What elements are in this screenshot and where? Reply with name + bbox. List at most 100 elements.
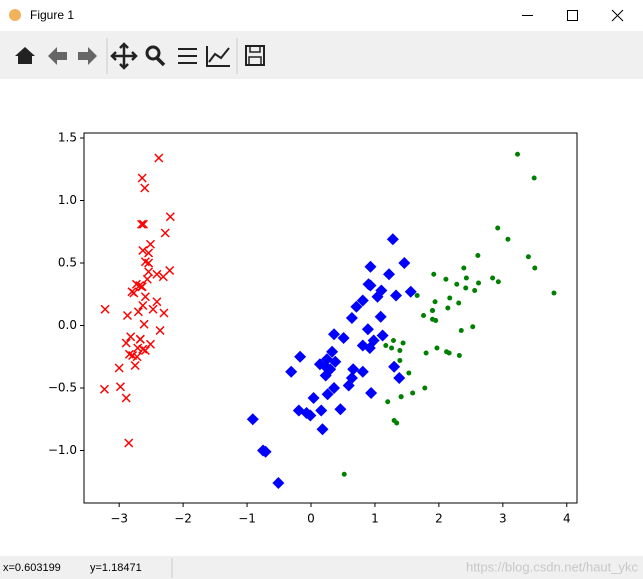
point xyxy=(159,308,169,318)
point xyxy=(139,319,149,329)
point xyxy=(434,345,440,351)
point xyxy=(385,399,391,405)
point xyxy=(475,253,481,258)
point xyxy=(145,239,156,249)
y-tick-label: −1.0 xyxy=(48,443,77,457)
point xyxy=(324,363,337,376)
window-title: Figure 1 xyxy=(30,8,74,22)
point xyxy=(342,379,355,392)
point xyxy=(551,290,557,296)
status-bar xyxy=(0,556,643,579)
point xyxy=(490,275,496,281)
point xyxy=(148,304,158,314)
point xyxy=(362,278,375,291)
point xyxy=(341,471,347,477)
point xyxy=(404,285,417,298)
save-button[interactable] xyxy=(245,45,265,66)
point xyxy=(431,271,437,277)
x-tick-label: −2 xyxy=(174,512,192,526)
point xyxy=(505,236,511,242)
point xyxy=(398,257,411,269)
point xyxy=(259,445,272,458)
edit-button[interactable] xyxy=(206,46,230,67)
maximize-button[interactable] xyxy=(567,10,578,21)
point xyxy=(390,338,396,343)
point xyxy=(463,275,469,281)
point xyxy=(142,274,152,284)
configure-button[interactable] xyxy=(178,48,197,64)
point xyxy=(347,363,360,376)
point xyxy=(121,393,131,403)
point xyxy=(391,418,397,423)
home-button[interactable] xyxy=(15,47,35,64)
point xyxy=(337,332,350,344)
point xyxy=(329,355,342,368)
pan-button[interactable] xyxy=(110,42,138,70)
point xyxy=(454,281,460,287)
point xyxy=(383,268,396,281)
point xyxy=(458,328,464,333)
point xyxy=(144,267,154,277)
point xyxy=(406,370,412,376)
watermark: https://blog.csdn.net/haut_ykc xyxy=(466,559,638,574)
point xyxy=(365,387,378,399)
point xyxy=(356,365,369,378)
zoom-button[interactable] xyxy=(145,45,166,67)
back-button[interactable] xyxy=(48,47,67,65)
point xyxy=(315,404,328,417)
point xyxy=(140,183,150,193)
x-tick-label: 2 xyxy=(435,512,443,526)
point xyxy=(138,300,148,311)
point xyxy=(397,348,403,353)
point xyxy=(463,285,469,291)
point xyxy=(400,340,406,346)
point xyxy=(129,288,139,298)
point xyxy=(388,360,401,373)
point xyxy=(515,151,521,157)
point xyxy=(307,392,320,404)
point xyxy=(356,294,369,307)
point xyxy=(398,394,404,400)
point xyxy=(383,343,389,348)
point xyxy=(495,225,501,231)
point xyxy=(165,265,175,276)
point xyxy=(126,332,136,342)
point xyxy=(137,173,147,183)
point xyxy=(422,385,428,391)
point xyxy=(326,345,339,358)
close-button[interactable] xyxy=(611,9,624,22)
point xyxy=(461,265,467,271)
x-tick-label: 4 xyxy=(563,512,571,526)
point xyxy=(135,334,145,344)
point xyxy=(165,212,175,222)
point xyxy=(138,245,148,256)
point xyxy=(356,339,369,352)
y-tick-label: 0.0 xyxy=(58,318,77,332)
point xyxy=(429,308,435,313)
point xyxy=(445,305,451,311)
plot: −3 −2 −1 0 1 2 3 4 −1.0 −0.5 0.0 0.5 1.0 1.5 xyxy=(48,131,578,526)
point xyxy=(423,350,429,356)
point xyxy=(470,324,476,330)
point xyxy=(155,325,165,336)
point xyxy=(124,349,134,359)
point xyxy=(525,254,531,260)
plot-frame xyxy=(83,132,578,504)
forward-button[interactable] xyxy=(78,47,97,65)
point xyxy=(138,344,148,354)
toolbar xyxy=(0,31,643,79)
x-tick-label: 3 xyxy=(499,512,507,526)
point xyxy=(432,299,438,305)
point xyxy=(138,219,148,229)
point xyxy=(316,423,329,436)
point xyxy=(397,358,403,363)
point xyxy=(414,293,420,298)
point xyxy=(495,279,501,285)
point xyxy=(456,300,462,306)
status-y: y=1.18471 xyxy=(90,562,142,574)
y-tick-label: 0.5 xyxy=(58,256,77,270)
point xyxy=(371,290,384,303)
point xyxy=(294,350,307,363)
